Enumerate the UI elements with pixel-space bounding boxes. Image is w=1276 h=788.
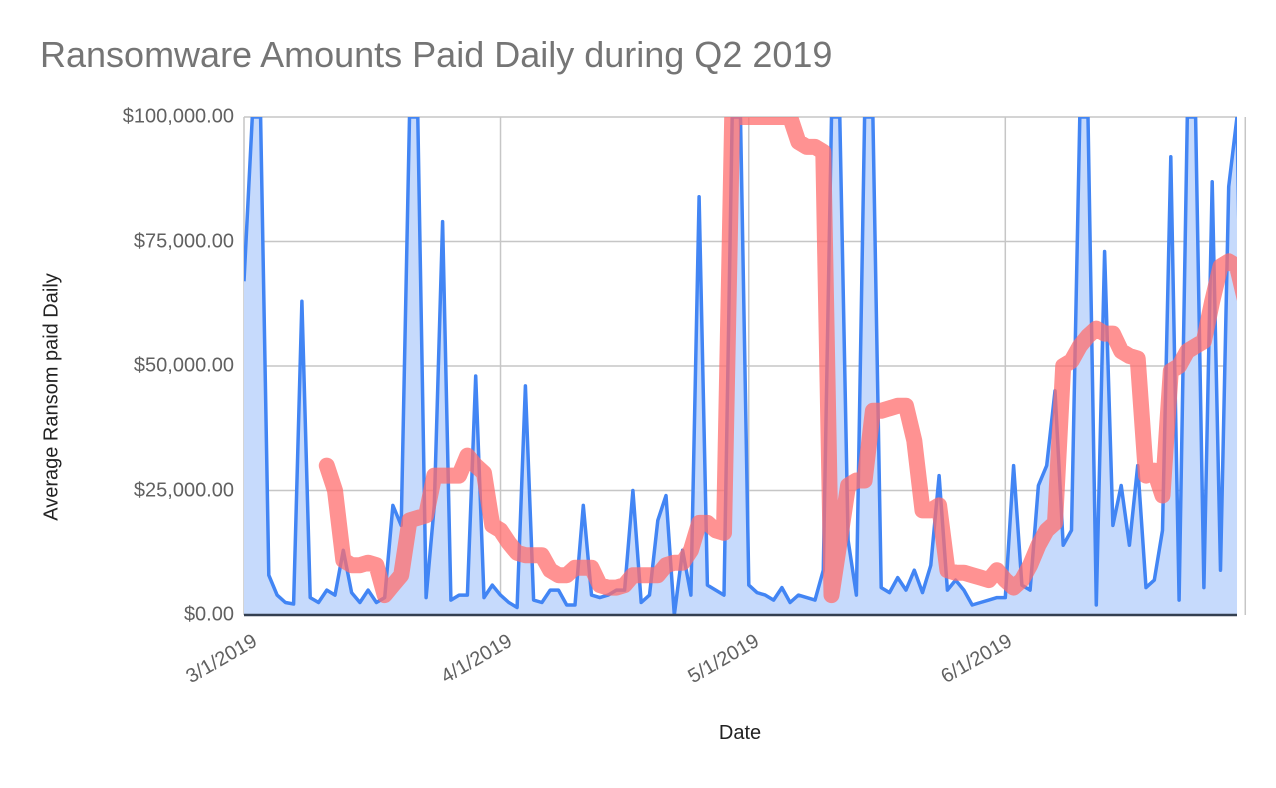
daily-line bbox=[244, 117, 1237, 615]
chart-title: Ransomware Amounts Paid Daily during Q2 … bbox=[40, 34, 833, 75]
daily-area-fill bbox=[244, 117, 1237, 615]
y-tick-label: $0.00 bbox=[183, 603, 234, 626]
y-tick-label: $100,000.00 bbox=[122, 105, 234, 128]
moving-average-line bbox=[318, 117, 1237, 604]
y-tick-label: $75,000.00 bbox=[133, 230, 234, 252]
y-tick-label: $50,000.00 bbox=[133, 354, 234, 377]
y-tick-label: $25,000.00 bbox=[133, 479, 234, 501]
x-axis-label: Date bbox=[718, 722, 762, 744]
